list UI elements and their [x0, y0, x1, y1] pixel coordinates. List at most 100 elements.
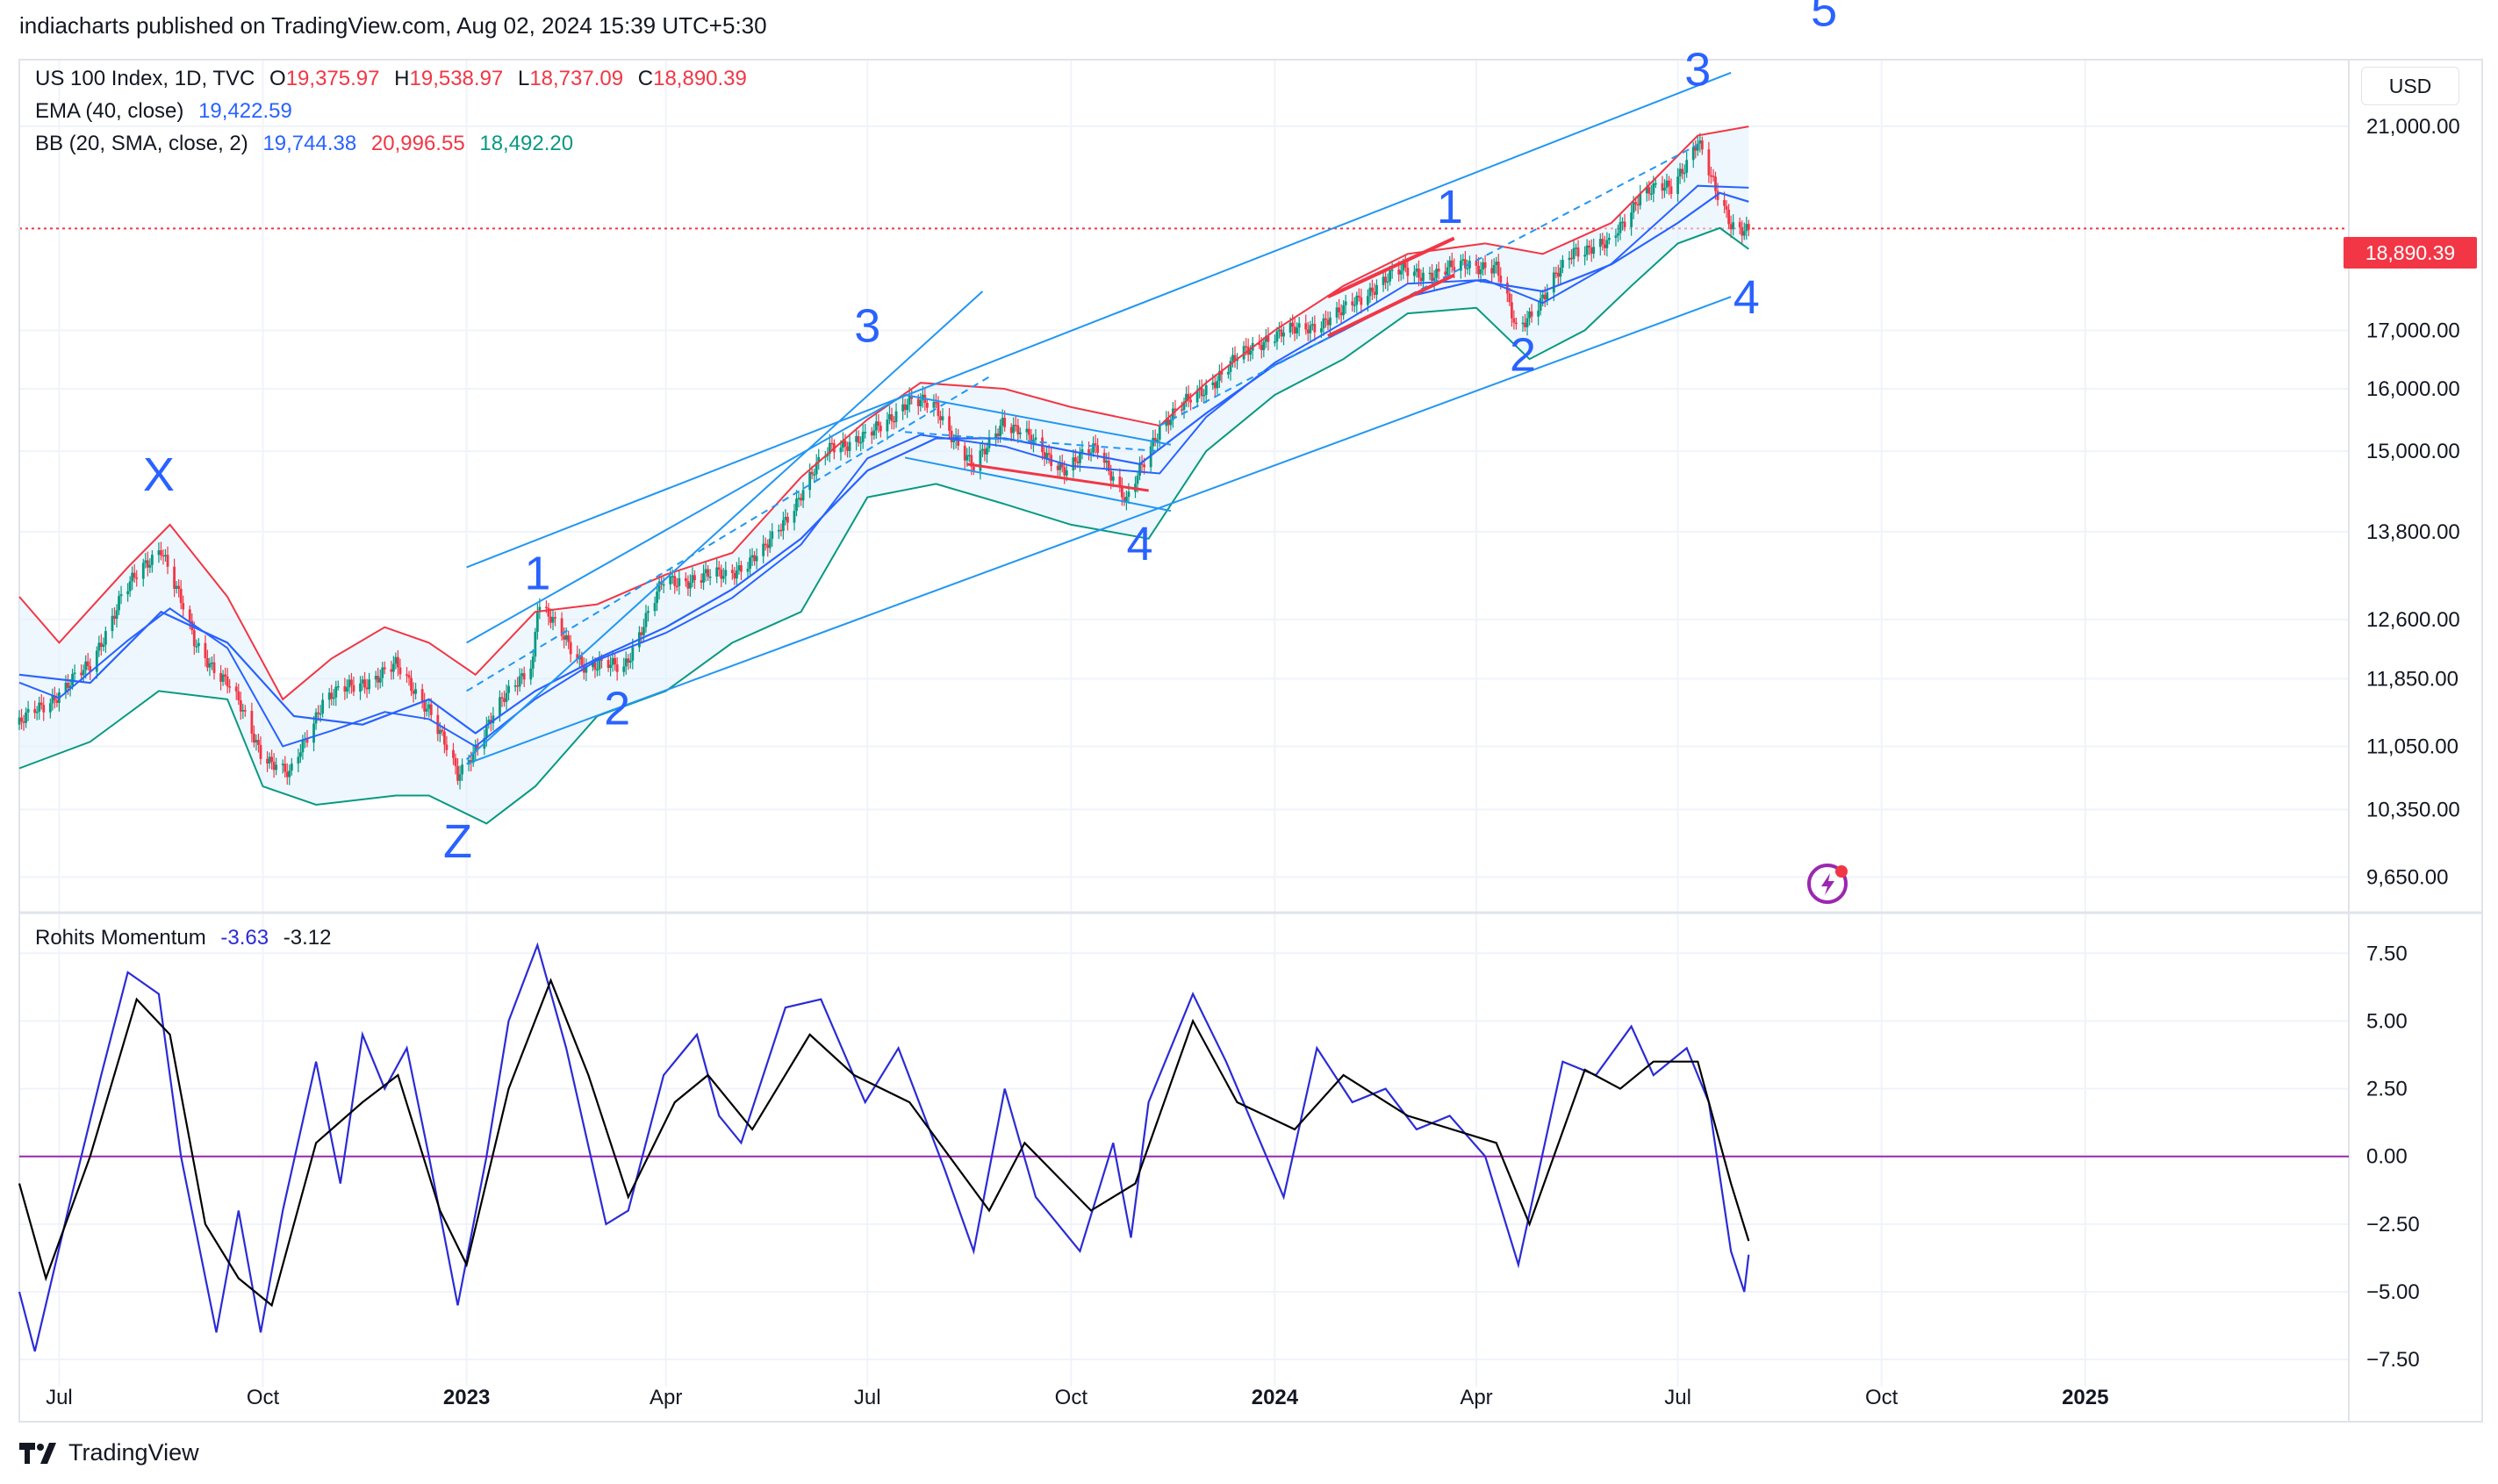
candle-body [532, 656, 535, 669]
candle-body [439, 730, 441, 735]
candle-body [1019, 433, 1022, 434]
candle-body [705, 570, 707, 574]
candle-body [446, 745, 449, 750]
candle-body [1391, 269, 1394, 271]
candle-body [96, 650, 98, 671]
candle-body [800, 498, 802, 500]
momentum-legend: Rohits Momentum -3.63 -3.12 [35, 926, 340, 950]
candle-body [1016, 426, 1019, 434]
candle-body [747, 569, 750, 571]
candle-body [1670, 186, 1673, 194]
price-tick-label: 10,350.00 [2366, 798, 2460, 821]
candle-body [1211, 383, 1214, 385]
candle-body [1526, 319, 1529, 327]
candle-body [609, 665, 612, 669]
x-tick-label: Jul [854, 1386, 881, 1409]
candle-body [808, 472, 811, 491]
candle-body [1444, 272, 1446, 276]
candle-body [40, 703, 43, 706]
candle-body [933, 402, 936, 408]
candle-body [1546, 292, 1548, 299]
candle-body [219, 673, 222, 682]
bb-basis-value: 19,744.38 [262, 132, 356, 155]
candle-body [348, 679, 350, 687]
ema-name[interactable]: EMA (40, close) [35, 99, 183, 123]
candle-body [607, 660, 610, 668]
candle-body [1679, 168, 1682, 176]
wave-label: 5 [1811, 0, 1837, 37]
candle-body [1553, 273, 1555, 293]
candle-body [1655, 183, 1657, 185]
candle-body [1446, 268, 1449, 275]
candle-body [1367, 296, 1369, 305]
candle-body [1345, 301, 1347, 305]
candle-body [1245, 346, 1247, 348]
candle-body [116, 610, 118, 619]
close-label: C [638, 67, 653, 90]
candle-body [151, 555, 154, 565]
candle-body [1066, 470, 1068, 476]
momentum-name[interactable]: Rohits Momentum [35, 926, 206, 950]
candle-body [25, 713, 27, 723]
candle-body [423, 701, 426, 712]
candle-body [647, 611, 650, 613]
symbol-name[interactable]: US 100 Index, 1D, TVC [35, 67, 255, 90]
candle-body [1323, 319, 1325, 328]
candle-body [641, 632, 643, 634]
candle-body [1493, 265, 1496, 274]
candle-body [709, 577, 712, 578]
candle-body [1304, 323, 1307, 329]
candle-body [255, 740, 258, 742]
bb-legend: BB (20, SMA, close, 2) 19,744.38 20,996.… [35, 132, 582, 156]
candle-body [715, 568, 718, 577]
candle-body [654, 603, 657, 611]
candle-body [984, 449, 987, 455]
candle-body [1451, 261, 1454, 267]
candle-body [1624, 222, 1626, 227]
candle-body [1531, 312, 1533, 317]
candle-body [1077, 462, 1080, 463]
candle-body [142, 563, 145, 578]
candle-body [135, 577, 138, 579]
candle-body [80, 673, 83, 676]
candle-body [718, 568, 721, 570]
price-tick-label: 11,850.00 [2366, 667, 2459, 691]
candle-body [968, 455, 971, 457]
candle-body [516, 685, 519, 687]
candle-body [1010, 427, 1013, 434]
candle-body [908, 396, 911, 405]
candle-body [353, 685, 355, 692]
candle-body [523, 673, 526, 679]
candle-body [830, 443, 833, 445]
candle-body [426, 709, 428, 712]
candle-body [1698, 140, 1701, 144]
candle-body [919, 400, 922, 406]
candle-body [1105, 461, 1108, 462]
tradingview-logo[interactable]: TradingView [19, 1439, 199, 1466]
candle-body [266, 759, 269, 764]
candle-body [570, 642, 572, 655]
candle-body [392, 663, 395, 671]
low-label: L [518, 67, 529, 90]
candle-body [1599, 239, 1602, 247]
bb-name[interactable]: BB (20, SMA, close, 2) [35, 132, 248, 155]
candle-body [1095, 443, 1097, 445]
candle-body [793, 511, 796, 522]
candle-body [104, 631, 107, 644]
candle-body [565, 635, 568, 640]
candle-body [1201, 388, 1203, 396]
candle-body [1741, 227, 1743, 236]
candle-body [362, 679, 364, 683]
candle-body [1745, 224, 1748, 231]
candle-body [685, 578, 687, 581]
candle-body [1059, 463, 1061, 470]
candle-body [100, 642, 103, 647]
candle-body [273, 762, 276, 770]
candle-body [1477, 266, 1480, 275]
candle-body [1015, 425, 1017, 427]
candle-body [394, 657, 397, 664]
wave-label: 4 [1127, 518, 1153, 570]
momentum-tick-label: −2.50 [2366, 1213, 2420, 1237]
candle-body [291, 764, 293, 771]
currency-button[interactable]: USD [2361, 67, 2459, 105]
